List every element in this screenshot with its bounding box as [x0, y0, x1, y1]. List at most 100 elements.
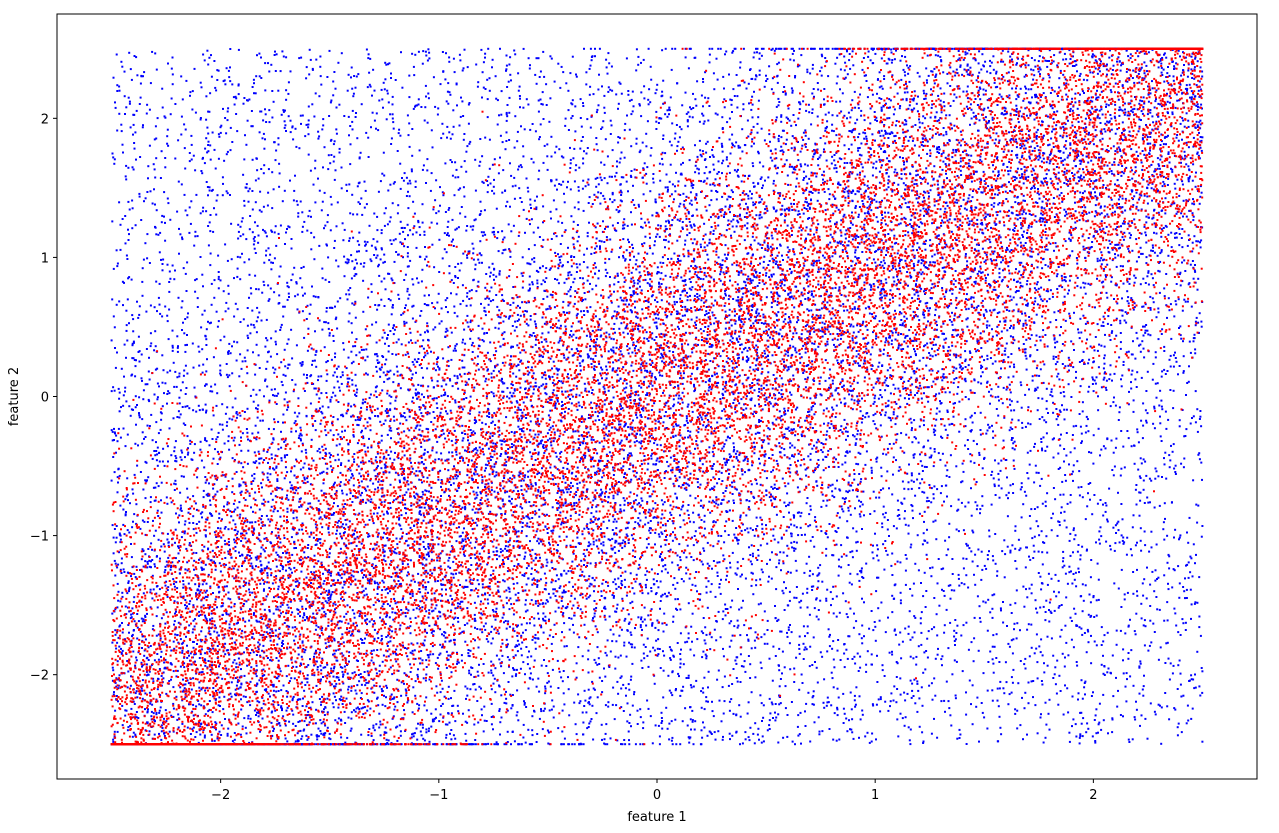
- blue-point: [299, 277, 301, 279]
- blue-point: [506, 602, 508, 604]
- blue-point: [352, 237, 354, 239]
- blue-point: [1152, 363, 1154, 365]
- blue-point: [1124, 210, 1126, 212]
- blue-point: [938, 393, 940, 395]
- blue-point: [1153, 590, 1155, 592]
- blue-point: [1078, 544, 1080, 546]
- blue-point: [631, 663, 633, 665]
- blue-point: [410, 580, 412, 582]
- blue-point: [825, 505, 827, 507]
- blue-point: [355, 87, 357, 89]
- blue-point: [264, 609, 266, 611]
- blue-point: [936, 488, 938, 490]
- blue-point: [583, 528, 585, 530]
- blue-point: [1072, 471, 1074, 473]
- blue-point: [329, 335, 331, 337]
- blue-point: [135, 224, 137, 226]
- blue-point: [481, 155, 483, 157]
- blue-point: [477, 722, 479, 724]
- blue-point: [1029, 559, 1031, 561]
- blue-point: [432, 208, 434, 210]
- blue-point: [928, 685, 930, 687]
- blue-point: [486, 720, 488, 722]
- blue-point: [312, 69, 314, 71]
- blue-point: [841, 508, 843, 510]
- blue-point: [1172, 672, 1174, 674]
- blue-point: [291, 572, 293, 574]
- blue-point: [643, 85, 645, 87]
- blue-point: [119, 90, 121, 92]
- blue-point: [673, 198, 675, 200]
- blue-point: [628, 731, 630, 733]
- blue-point: [422, 169, 424, 171]
- blue-point: [273, 291, 275, 293]
- blue-point: [893, 281, 895, 283]
- blue-point: [800, 607, 802, 609]
- blue-point: [858, 473, 860, 475]
- blue-point: [655, 724, 657, 726]
- blue-point: [498, 172, 500, 174]
- blue-point: [723, 655, 725, 657]
- blue-point: [355, 116, 357, 118]
- blue-point: [499, 535, 501, 537]
- blue-point: [769, 658, 771, 660]
- blue-point: [218, 287, 220, 289]
- blue-point: [483, 625, 485, 627]
- blue-point: [479, 138, 481, 140]
- blue-point: [600, 528, 602, 530]
- blue-point: [404, 227, 406, 229]
- blue-point: [424, 354, 426, 356]
- blue-point: [767, 346, 769, 348]
- blue-point: [514, 740, 516, 742]
- blue-point: [1130, 57, 1132, 59]
- blue-point: [906, 403, 908, 405]
- blue-point: [640, 447, 642, 449]
- blue-point: [731, 735, 733, 737]
- blue-point: [758, 739, 760, 741]
- blue-point: [1065, 320, 1067, 322]
- blue-point: [121, 558, 123, 560]
- blue-point: [829, 728, 831, 730]
- blue-point: [111, 390, 113, 392]
- blue-point: [300, 730, 302, 732]
- blue-point: [1198, 685, 1200, 687]
- blue-point: [432, 146, 434, 148]
- blue-point: [929, 354, 931, 356]
- blue-point: [851, 708, 853, 710]
- blue-point: [987, 558, 989, 560]
- blue-point: [784, 284, 786, 286]
- blue-point: [919, 726, 921, 728]
- blue-point: [599, 240, 601, 242]
- blue-point: [741, 574, 743, 576]
- blue-point: [447, 655, 449, 657]
- blue-point: [366, 49, 368, 51]
- blue-point: [739, 516, 741, 518]
- blue-point: [660, 581, 662, 583]
- blue-point: [1020, 381, 1022, 383]
- blue-point: [752, 555, 754, 557]
- blue-point: [536, 57, 538, 59]
- blue-point: [795, 560, 797, 562]
- blue-point: [400, 51, 402, 53]
- blue-point: [692, 584, 694, 586]
- blue-point: [1130, 548, 1132, 550]
- blue-point: [1120, 714, 1122, 716]
- blue-point: [285, 232, 287, 234]
- blue-point: [492, 59, 494, 61]
- blue-point: [1025, 213, 1027, 215]
- blue-point: [901, 178, 903, 180]
- blue-point: [924, 249, 926, 251]
- blue-point: [352, 95, 354, 97]
- blue-point: [462, 70, 464, 72]
- blue-point: [434, 106, 436, 108]
- blue-point: [330, 229, 332, 231]
- blue-point: [529, 199, 531, 201]
- blue-point: [563, 703, 565, 705]
- blue-point: [1135, 277, 1137, 279]
- blue-point: [277, 393, 279, 395]
- blue-point: [421, 269, 423, 271]
- blue-point: [1122, 659, 1124, 661]
- blue-point: [1088, 614, 1090, 616]
- blue-point: [1027, 452, 1029, 454]
- blue-point: [955, 697, 957, 699]
